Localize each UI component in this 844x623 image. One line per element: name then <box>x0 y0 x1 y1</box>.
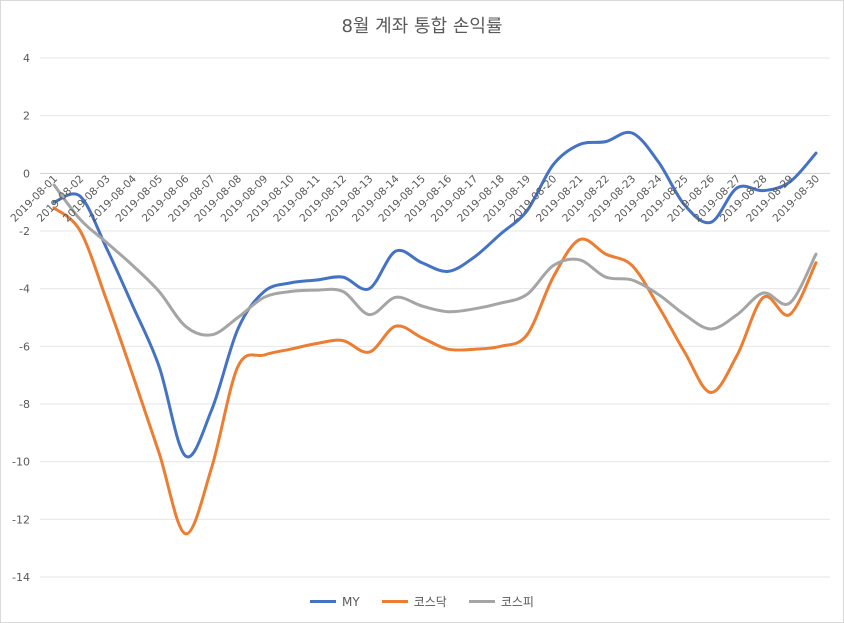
y-tick-label: -12 <box>12 513 30 526</box>
y-tick-label: -10 <box>12 456 30 469</box>
legend-swatch <box>381 600 408 603</box>
legend-swatch <box>468 600 495 603</box>
gridlines <box>40 57 830 578</box>
series-lines <box>52 130 818 536</box>
legend-item-1: 코스닥 <box>381 593 447 610</box>
legend-item-2: 코스피 <box>468 593 534 610</box>
y-tick-label: -4 <box>19 283 30 296</box>
legend-swatch <box>310 600 337 603</box>
y-tick-label: -6 <box>19 340 30 353</box>
series-line-1 <box>52 206 818 536</box>
y-tick-label: -14 <box>12 571 30 584</box>
x-axis-tick-labels: 2019-08-012019-08-022019-08-032019-08-04… <box>8 173 822 225</box>
y-tick-label: -8 <box>19 398 30 411</box>
chart-title: 8월 계좌 통합 손익률 <box>341 16 503 37</box>
y-tick-label: 0 <box>23 167 30 180</box>
series-line-2 <box>52 183 818 337</box>
legend-label: 코스닥 <box>413 595 447 609</box>
y-axis-tick-labels: 4 2 0 -2 -4 -6 -8 -10 -12 -14 <box>12 52 30 584</box>
legend: MY 코스닥 코스피 <box>0 593 844 610</box>
series-line-0 <box>52 130 818 459</box>
legend-item-0: MY <box>310 593 360 610</box>
legend-label: 코스피 <box>500 595 534 609</box>
y-tick-label: 4 <box>23 52 30 65</box>
legend-label: MY <box>342 594 360 609</box>
y-tick-label: -2 <box>19 225 30 238</box>
y-tick-label: 2 <box>23 110 30 123</box>
